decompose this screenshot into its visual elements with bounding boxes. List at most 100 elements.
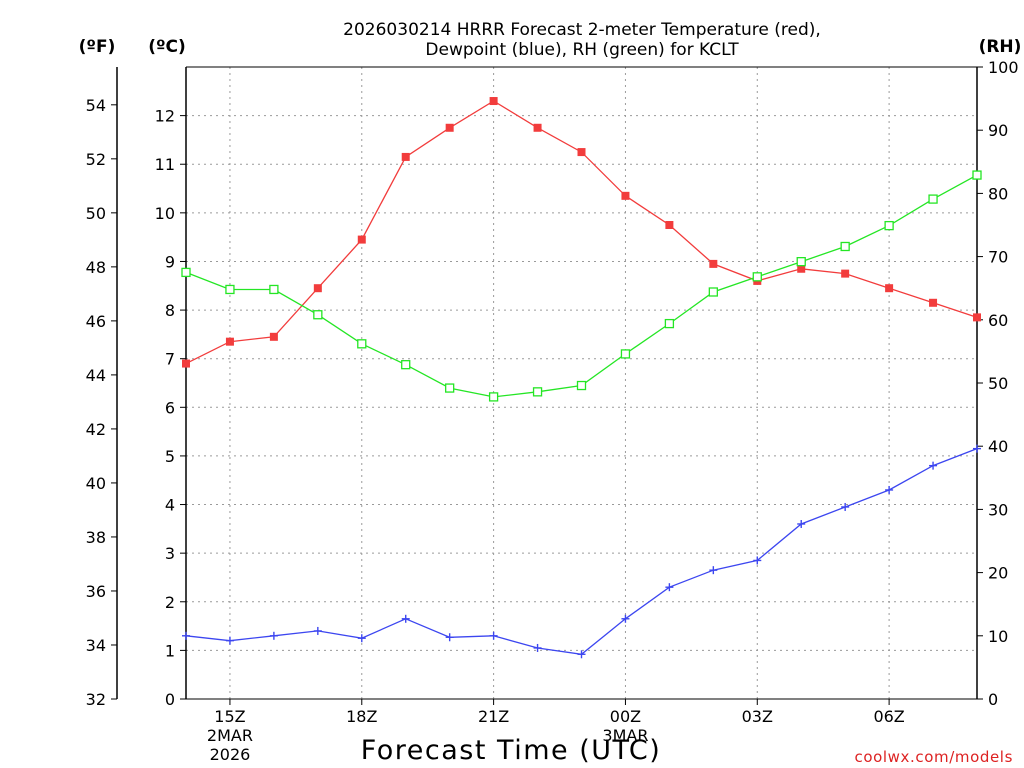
rh-point (225, 284, 235, 295)
temperature-point (885, 284, 894, 293)
rh-point (488, 392, 499, 402)
celsius-tick-label: 7 (165, 350, 175, 369)
temperature-point (665, 221, 674, 229)
fahrenheit-tick-label: 40 (86, 474, 106, 493)
rh-tick-label: 100 (988, 58, 1019, 77)
rh-line (185, 174, 978, 398)
rh-point (313, 310, 323, 320)
dewpoint-point (753, 556, 762, 565)
celsius-tick-label: 6 (165, 398, 175, 417)
x-tick-label: 00Z (610, 707, 641, 726)
rh-tick-label: 30 (988, 500, 1008, 519)
series-clip-group (181, 97, 982, 659)
celsius-unit-label: (ºC) (148, 37, 186, 57)
temperature-point (313, 284, 322, 293)
dewpoint-point (665, 583, 674, 592)
celsius-tick-label: 4 (165, 496, 175, 515)
temperature-point (269, 332, 278, 341)
rh-unit-label: (RH) (979, 37, 1022, 57)
celsius-tick-label: 8 (165, 301, 175, 320)
x-tick-year: 2026 (210, 745, 251, 764)
dewpoint-point (973, 444, 981, 453)
fahrenheit-tick-label: 50 (86, 204, 106, 223)
temperature-point (973, 313, 981, 322)
dewpoint-point (182, 631, 190, 640)
rh-point (181, 267, 191, 278)
x-axis-title: Forecast Time (UTC) (361, 735, 662, 766)
x-tick-label: 03Z (742, 707, 773, 726)
rh-point (796, 257, 806, 267)
rh-point (664, 318, 675, 329)
celsius-tick-label: 12 (155, 107, 175, 126)
temperature-point (709, 259, 718, 268)
celsius-tick-label: 10 (155, 204, 175, 223)
rh-tick-label: 10 (988, 627, 1008, 646)
rh-tick-label: 70 (988, 248, 1008, 267)
x-tick-label: 18Z (346, 707, 377, 726)
rh-tick-label: 50 (988, 374, 1008, 393)
credit-label: coolwx.com/models (855, 748, 1014, 766)
dewpoint-point (709, 566, 718, 575)
temperature-point (182, 359, 190, 368)
rh-tick-label: 40 (988, 437, 1008, 456)
x-tick-label: 15Z (214, 707, 245, 726)
celsius-tick-label: 1 (165, 641, 175, 660)
fahrenheit-tick-label: 32 (86, 690, 106, 709)
fahrenheit-tick-label: 42 (86, 420, 106, 439)
temperature-point (401, 152, 410, 161)
fahrenheit-tick-label: 54 (86, 96, 106, 115)
celsius-tick-label: 2 (165, 593, 175, 612)
x-tick-date: 3MAR (602, 726, 648, 745)
celsius-tick-label: 9 (165, 252, 175, 271)
rh-point (972, 170, 982, 180)
dewpoint-point (841, 502, 850, 511)
rh-point (401, 360, 411, 370)
rh-point (532, 387, 543, 397)
rh-point (269, 284, 279, 295)
rh-point (884, 220, 894, 231)
dewpoint-point (269, 631, 278, 640)
dewpoint-point (797, 519, 806, 528)
rh-point (576, 380, 587, 391)
rh-point (357, 339, 367, 349)
dewpoint-point (445, 633, 454, 642)
fahrenheit-tick-label: 46 (86, 312, 106, 331)
x-tick-date: 2MAR (207, 726, 253, 745)
temperature-point (577, 148, 586, 157)
fahrenheit-tick-label: 44 (86, 366, 106, 385)
axes (111, 66, 983, 705)
dewpoint-point (929, 461, 938, 470)
fahrenheit-tick-label: 34 (86, 636, 106, 655)
rh-tick-label: 90 (988, 121, 1008, 140)
rh-tick-label: 80 (988, 184, 1008, 203)
temperature-point (797, 264, 806, 273)
celsius-tick-label: 11 (155, 155, 175, 174)
dewpoint-point (313, 626, 322, 635)
celsius-tick-label: 3 (165, 544, 175, 563)
chart-title-line-1: 2026030214 HRRR Forecast 2-meter Tempera… (343, 20, 821, 40)
dewpoint-point (357, 634, 366, 643)
dewpoint-point (885, 485, 894, 494)
rh-point (445, 383, 455, 393)
fahrenheit-unit-label: (ºF) (79, 37, 116, 57)
dewpoint-point (621, 614, 630, 623)
temperature-point (489, 97, 498, 106)
temperature-point (621, 191, 630, 200)
temperature-point (357, 235, 366, 244)
rh-point (840, 241, 850, 252)
rh-tick-label: 20 (988, 564, 1008, 583)
dewpoint-point (577, 650, 586, 659)
fahrenheit-tick-label: 52 (86, 150, 106, 169)
temperature-point (929, 298, 938, 307)
celsius-tick-label: 5 (165, 447, 175, 466)
dewpoint-point (489, 631, 498, 640)
rh-tick-label: 60 (988, 311, 1008, 330)
rh-point (928, 194, 938, 204)
rh-point (752, 272, 762, 282)
chart-title: 2026030214 HRRR Forecast 2-meter Tempera… (343, 20, 821, 60)
fahrenheit-tick-label: 38 (86, 528, 106, 547)
dewpoint-point (401, 614, 410, 623)
fahrenheit-tick-label: 48 (86, 258, 106, 277)
fahrenheit-tick-label: 36 (86, 582, 106, 601)
dewpoint-point (533, 643, 542, 652)
